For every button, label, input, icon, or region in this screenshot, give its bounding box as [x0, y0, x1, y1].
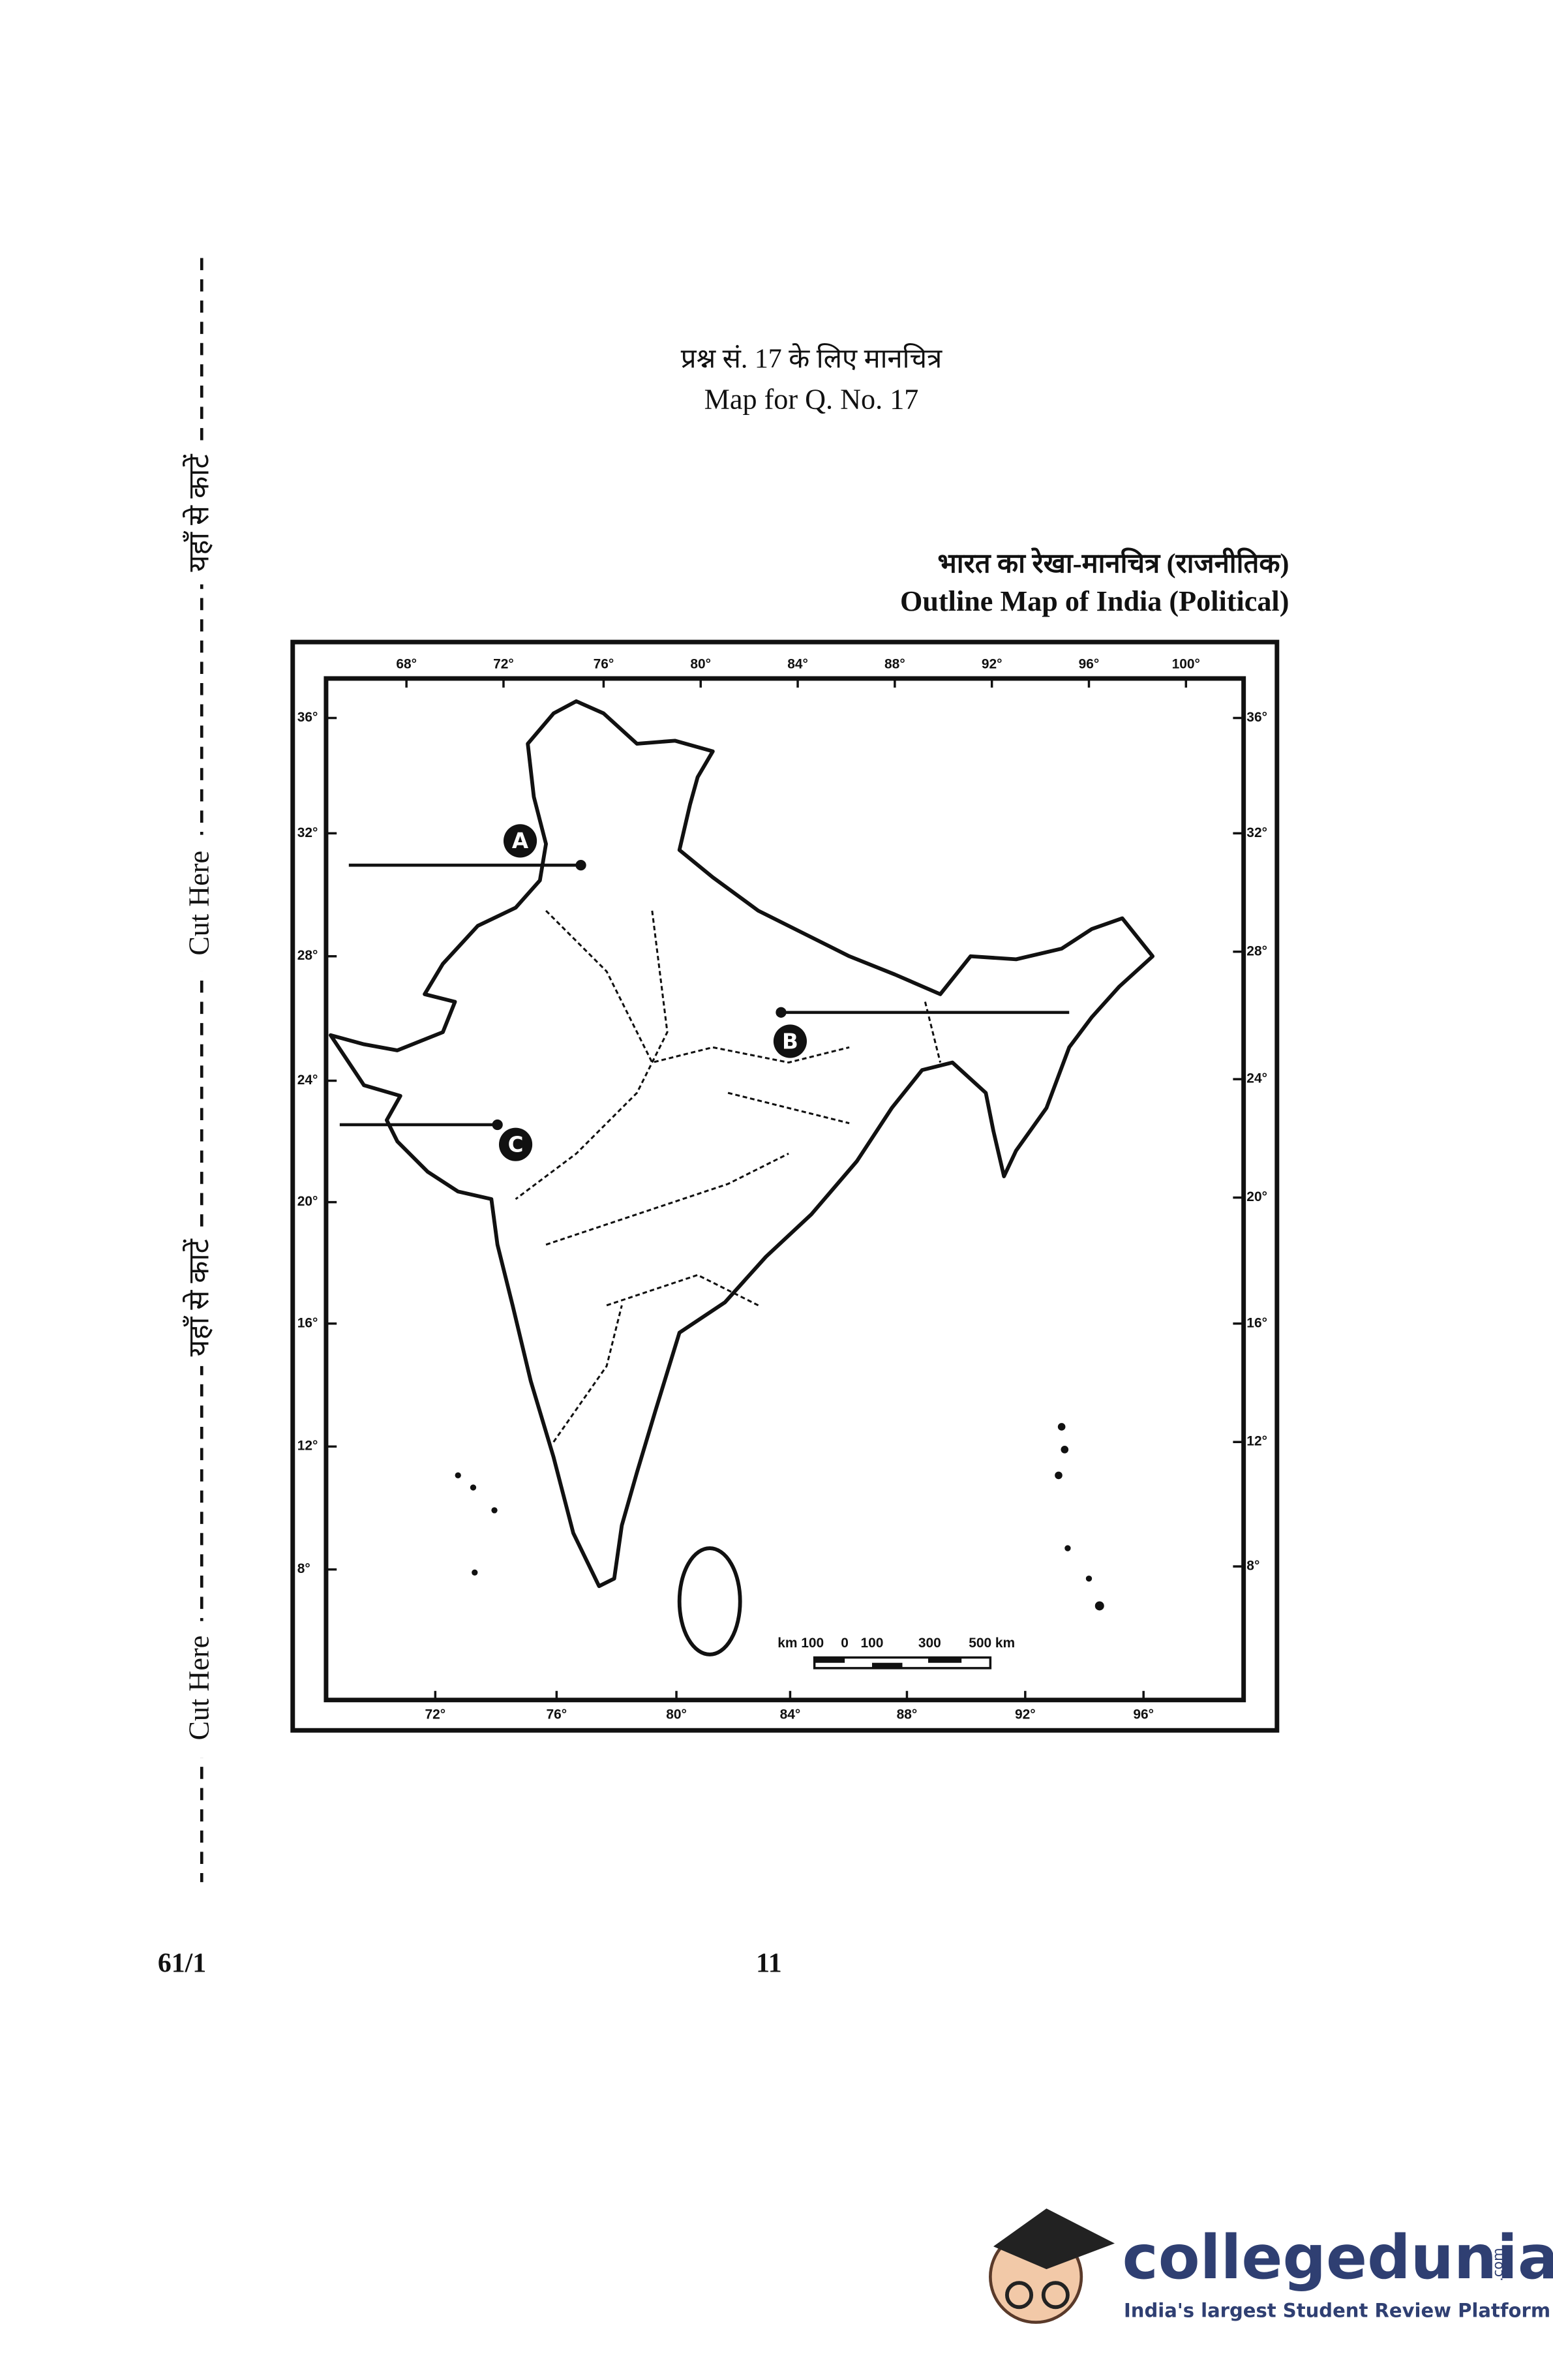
- latitude-label: 12°: [1246, 1434, 1267, 1449]
- india-outline: [328, 699, 1155, 1589]
- scale-bar-segment: [814, 1657, 845, 1663]
- latitude-label: 8°: [297, 1561, 310, 1576]
- marker-label: A: [512, 829, 529, 853]
- longitude-label: 84°: [780, 1707, 801, 1722]
- longitude-label: 92°: [982, 657, 1003, 672]
- paper-code: 61/1: [158, 1948, 206, 1978]
- latitude-label: 16°: [297, 1315, 318, 1330]
- longitude-label: 88°: [884, 657, 905, 672]
- latitude-label: 8°: [1246, 1559, 1259, 1574]
- longitude-label: 80°: [666, 1707, 687, 1722]
- map-inner-border: [324, 676, 1246, 1703]
- map-title-en: Outline Map of India (Political): [900, 585, 1289, 617]
- marker-badge: [503, 824, 537, 858]
- logo-tagline: India's largest Student Review Platform: [1124, 2299, 1550, 2321]
- longitude-label: 72°: [425, 1707, 446, 1722]
- cut-label: Cut Here: [183, 851, 215, 956]
- cut-gap: [185, 834, 219, 971]
- marker-badge: [773, 1024, 807, 1058]
- longitude-label: 96°: [1079, 657, 1100, 672]
- logo-domain: .com: [1490, 2248, 1505, 2281]
- longitude-label: 72°: [493, 657, 514, 672]
- page-number: 11: [756, 1948, 782, 1978]
- sri-lanka: [677, 1546, 742, 1656]
- longitude-label: 84°: [787, 657, 808, 672]
- latitude-label: 24°: [297, 1073, 318, 1088]
- map-title-hi: भारत का रेखा-मानचित्र (राजनीतिक): [937, 547, 1289, 579]
- scale-bar-segment: [871, 1662, 903, 1668]
- question-en: Map for Q. No. 17: [704, 384, 919, 416]
- cut-gap: [185, 448, 219, 585]
- longitude-label: 68°: [396, 657, 417, 672]
- marker-label: C: [508, 1133, 524, 1157]
- latitude-label: 16°: [1246, 1315, 1267, 1330]
- longitude-label: 96°: [1133, 1707, 1154, 1722]
- longitude-label: 76°: [547, 1707, 567, 1722]
- latitude-label: 24°: [1246, 1071, 1267, 1086]
- cut-gap: [185, 1229, 219, 1366]
- latitude-label: 12°: [297, 1439, 318, 1454]
- longitude-label: 92°: [1015, 1707, 1036, 1722]
- logo-name: collegedunia: [1123, 2222, 1553, 2293]
- scale-label: km 100: [777, 1636, 824, 1651]
- longitude-label: 76°: [594, 657, 614, 672]
- cut-label: यहाँ से काटें: [182, 1238, 215, 1356]
- marker-dot: [575, 859, 586, 871]
- islands: [455, 1423, 1104, 1611]
- latitude-label: 36°: [297, 710, 318, 725]
- cut-label: Cut Here: [183, 1636, 215, 1741]
- scale-label: 0: [841, 1636, 849, 1651]
- longitude-label: 88°: [897, 1707, 918, 1722]
- map-outer-border: [290, 639, 1280, 1733]
- marker-dot: [492, 1119, 503, 1131]
- latitude-label: 32°: [297, 825, 318, 840]
- scale-bar-segment: [928, 1657, 962, 1663]
- marker-badge: [498, 1127, 533, 1161]
- marker-label: B: [782, 1029, 798, 1054]
- logo-icon: [989, 2208, 1115, 2324]
- latitude-label: 36°: [1246, 710, 1267, 725]
- cut-label: यहाँ से काटें: [182, 454, 215, 572]
- scale-label: 100: [861, 1636, 884, 1651]
- scale-label: 500 km: [969, 1636, 1015, 1651]
- cut-gap: [185, 1621, 219, 1758]
- latitude-label: 20°: [297, 1194, 318, 1209]
- longitude-label: 80°: [690, 657, 711, 672]
- marker-dot: [776, 1007, 787, 1018]
- latitude-label: 28°: [1246, 943, 1267, 958]
- question-hi: प्रश्न सं. 17 के लिए मानचित्र: [681, 343, 942, 374]
- scale-label: 300: [918, 1636, 941, 1651]
- latitude-label: 28°: [297, 948, 318, 963]
- longitude-label: 100°: [1172, 657, 1200, 672]
- latitude-label: 32°: [1246, 825, 1267, 840]
- latitude-label: 20°: [1246, 1189, 1267, 1204]
- state-borders: [515, 909, 942, 1443]
